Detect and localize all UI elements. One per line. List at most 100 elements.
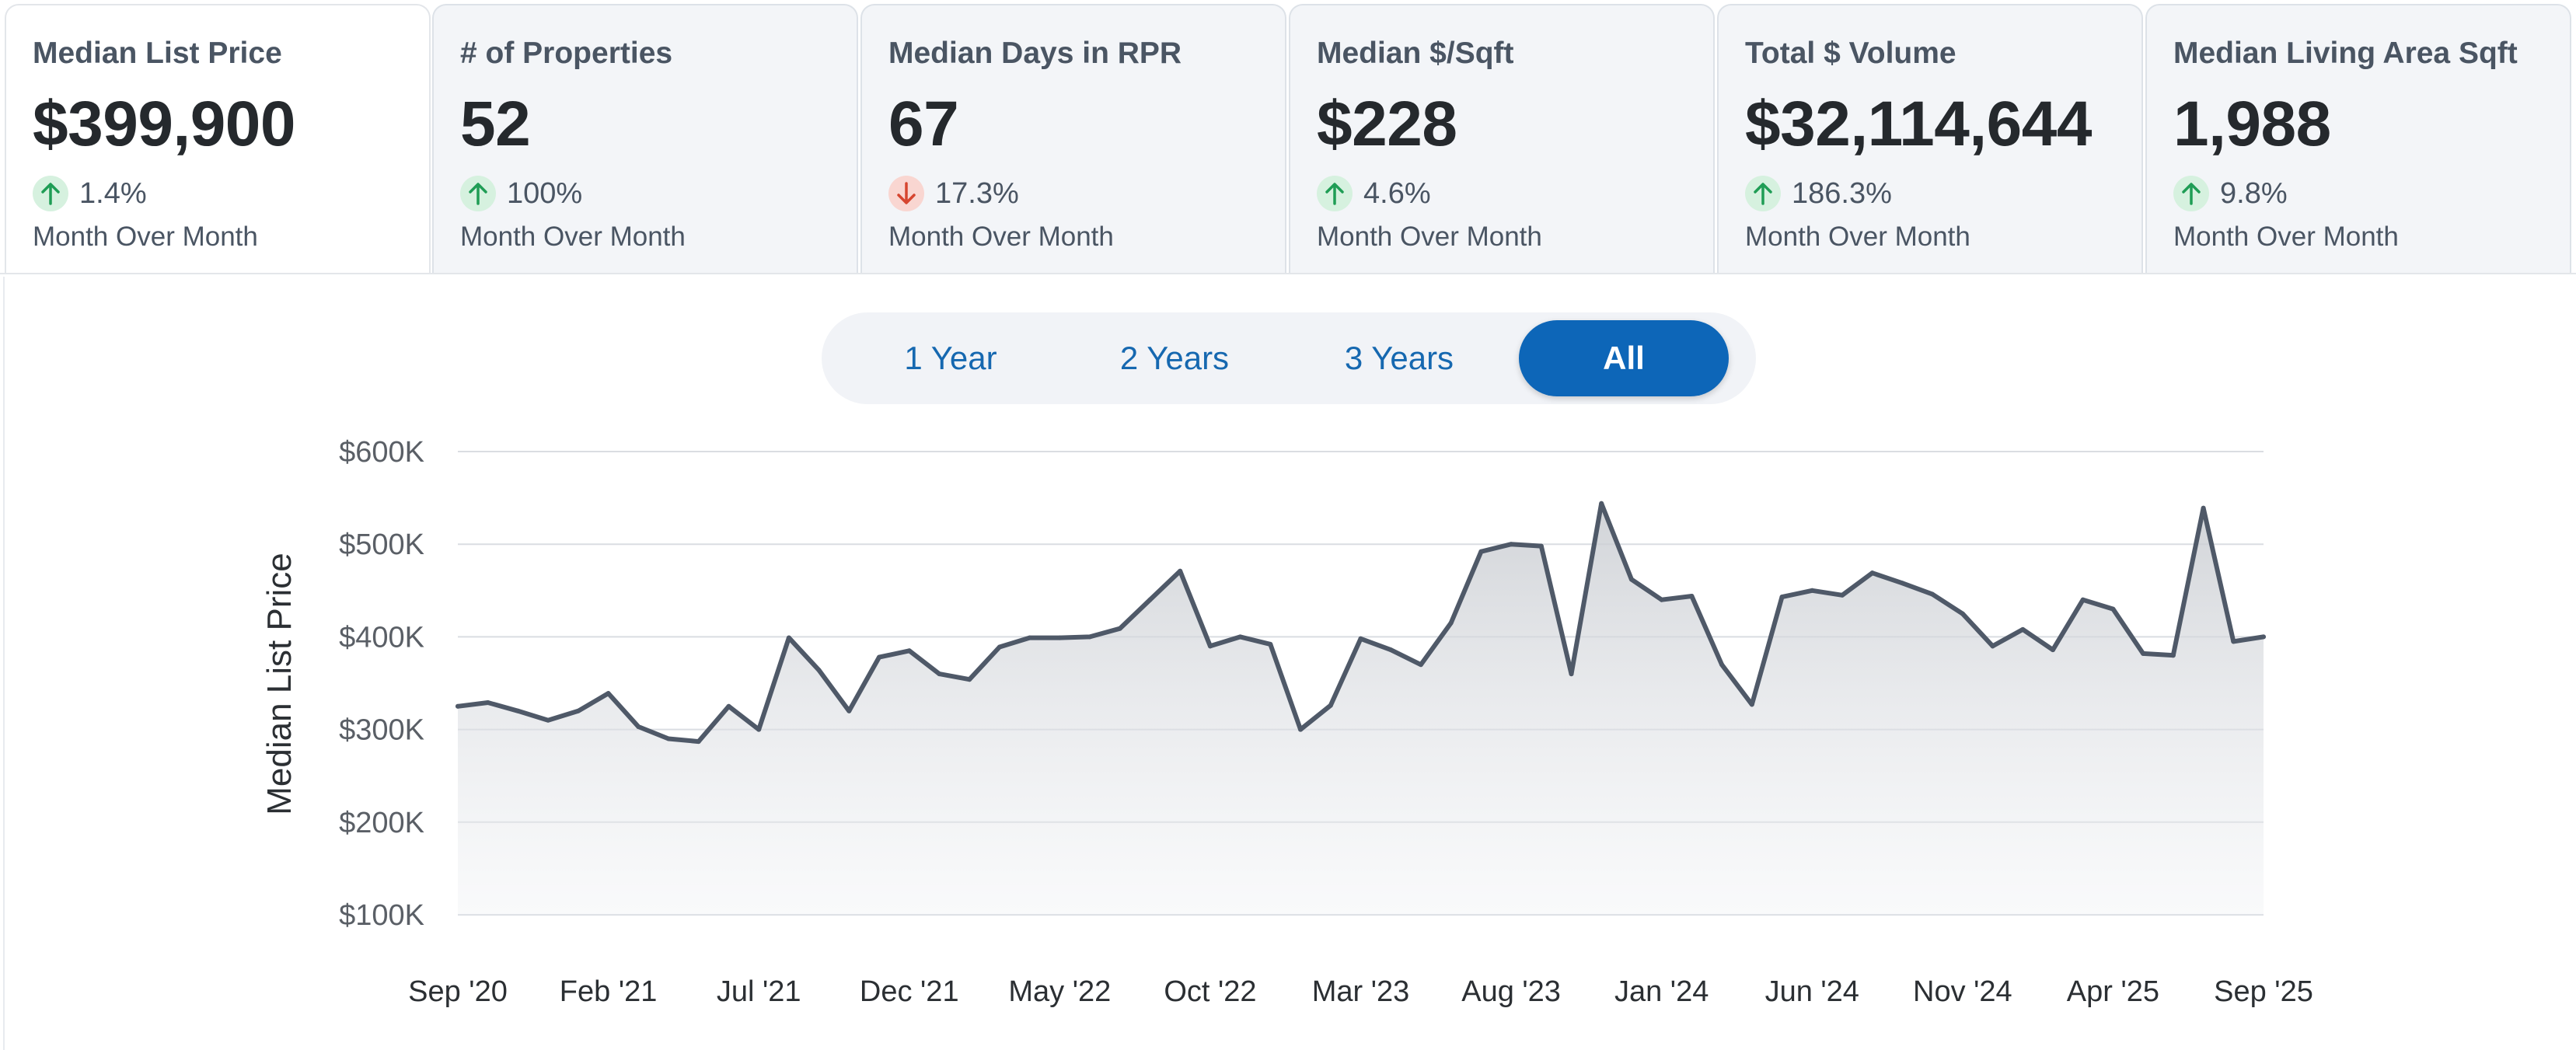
data-point bbox=[816, 668, 822, 673]
data-point bbox=[696, 739, 701, 745]
series-area bbox=[458, 503, 2264, 915]
x-tick-label: Sep '25 bbox=[2214, 975, 2313, 1008]
x-tick-label: Jun '24 bbox=[1765, 975, 1859, 1008]
data-point bbox=[1057, 635, 1063, 640]
metric-change-percent: 1.4% bbox=[79, 176, 147, 210]
data-point bbox=[1538, 543, 1544, 549]
y-axis-ticks: $100K $200K $300K $400K $500K $600K bbox=[339, 436, 424, 932]
x-tick-label: Mar '23 bbox=[1312, 975, 1410, 1008]
range-option-3-years[interactable]: 3 Years bbox=[1344, 340, 1454, 376]
metric-label: Median $/Sqft bbox=[1317, 37, 1514, 70]
metric-change-percent: 17.3% bbox=[935, 176, 1019, 210]
metric-period: Month Over Month bbox=[2173, 222, 2399, 252]
x-tick-label: Aug '23 bbox=[1461, 975, 1561, 1008]
tab-median-living-area[interactable]: Median Living Area Sqft 1,988 9.8% Month Ov… bbox=[2145, 4, 2571, 273]
metric-change: 17.3% bbox=[888, 173, 1019, 214]
data-point bbox=[636, 724, 641, 730]
metric-value: $228 bbox=[1317, 89, 1457, 159]
metric-label: Median Days in RPR bbox=[888, 37, 1182, 70]
x-axis-ticks: Sep '20 Feb '21 Jul '21 Dec '21 May '22 Oct '… bbox=[408, 975, 2313, 1008]
data-point bbox=[1117, 626, 1122, 631]
data-point bbox=[1448, 620, 1454, 626]
range-option-all[interactable]: All bbox=[1519, 320, 1729, 396]
data-point bbox=[1810, 588, 1815, 593]
data-point bbox=[2080, 597, 2086, 602]
median-list-price-chart: $100K $200K $300K $400K $500K $600K Sep '20 Fe… bbox=[260, 436, 2313, 1008]
arrow-up-icon bbox=[1317, 176, 1353, 211]
data-point bbox=[1207, 644, 1213, 649]
data-point bbox=[1237, 634, 1243, 640]
data-point bbox=[1569, 672, 1574, 677]
arrow-up-icon bbox=[460, 176, 496, 211]
data-point bbox=[1839, 592, 1845, 598]
data-point bbox=[1358, 636, 1363, 641]
data-point bbox=[1509, 542, 1514, 547]
x-tick-label: Oct '22 bbox=[1164, 975, 1256, 1008]
data-point bbox=[756, 727, 762, 732]
data-point bbox=[1147, 597, 1153, 602]
y-tick-label: $400K bbox=[339, 621, 424, 654]
x-tick-label: Feb '21 bbox=[560, 975, 658, 1008]
x-tick-label: Apr '25 bbox=[2067, 975, 2159, 1008]
metric-change: 186.3% bbox=[1745, 173, 1892, 214]
metric-change: 9.8% bbox=[2173, 173, 2288, 214]
metric-period: Month Over Month bbox=[1317, 222, 1542, 252]
data-point bbox=[2231, 639, 2236, 644]
metric-label: Median List Price bbox=[33, 37, 282, 70]
data-point bbox=[2020, 626, 2026, 632]
metric-value: 52 bbox=[460, 89, 531, 159]
x-tick-label: Sep '20 bbox=[408, 975, 508, 1008]
y-tick-label: $500K bbox=[339, 528, 424, 561]
metric-change: 4.6% bbox=[1317, 173, 1431, 214]
metric-change-percent: 9.8% bbox=[2220, 176, 2288, 210]
data-point bbox=[1990, 644, 1995, 649]
data-point bbox=[1418, 662, 1423, 668]
data-point bbox=[2201, 505, 2206, 511]
data-point bbox=[967, 677, 972, 682]
x-tick-label: May '22 bbox=[1008, 975, 1111, 1008]
y-tick-label: $100K bbox=[339, 899, 424, 932]
arrow-down-icon bbox=[888, 176, 924, 211]
data-point bbox=[2050, 647, 2055, 653]
y-tick-label: $200K bbox=[339, 807, 424, 839]
data-point bbox=[2110, 606, 2116, 612]
data-point bbox=[1719, 662, 1725, 668]
data-point bbox=[1328, 703, 1333, 708]
data-point bbox=[1478, 549, 1484, 554]
series-points bbox=[456, 501, 2266, 745]
range-option-1-year[interactable]: 1 Year bbox=[904, 340, 997, 376]
metric-value: $399,900 bbox=[33, 89, 296, 159]
metric-label: # of Properties bbox=[460, 37, 673, 70]
y-tick-label: $300K bbox=[339, 714, 424, 747]
metric-period: Month Over Month bbox=[1745, 222, 1970, 252]
metric-label: Median Living Area Sqft bbox=[2173, 37, 2518, 70]
tab-median-price-per-sqft[interactable]: Median $/Sqft $228 4.6% Month Over Month bbox=[1289, 4, 1715, 273]
tab-total-volume[interactable]: Total $ Volume $32,114,644 186.3% Month Ove… bbox=[1717, 4, 2143, 273]
data-point bbox=[1298, 727, 1304, 732]
metric-value: $32,114,644 bbox=[1745, 89, 2092, 159]
data-point bbox=[1628, 577, 1634, 582]
tab-median-days-in-rpr[interactable]: Median Days in RPR 67 17.3% Month Over Mont… bbox=[860, 4, 1286, 273]
data-point bbox=[606, 691, 611, 696]
data-point bbox=[1178, 568, 1183, 574]
metric-label: Total $ Volume bbox=[1745, 37, 1956, 70]
metric-period: Month Over Month bbox=[33, 222, 258, 252]
data-point bbox=[1388, 647, 1394, 653]
data-point bbox=[1027, 635, 1032, 640]
metric-change-percent: 4.6% bbox=[1363, 176, 1431, 210]
data-point bbox=[2141, 651, 2146, 656]
data-point bbox=[906, 648, 912, 654]
data-point bbox=[1779, 595, 1785, 600]
tab-properties-count[interactable]: # of Properties 52 100% Month Over Month bbox=[432, 4, 858, 273]
data-point bbox=[666, 736, 672, 741]
arrow-up-icon bbox=[33, 176, 68, 211]
data-point bbox=[1900, 581, 1905, 586]
range-option-2-years[interactable]: 2 Years bbox=[1119, 340, 1230, 376]
metric-change: 1.4% bbox=[33, 173, 147, 214]
y-axis-label: Median List Price bbox=[260, 553, 298, 815]
data-point bbox=[1659, 597, 1664, 602]
x-tick-label: Jan '24 bbox=[1614, 975, 1709, 1008]
data-point bbox=[1268, 641, 1273, 647]
tab-median-list-price[interactable]: Median List Price $399,900 1.4% Month Over … bbox=[5, 4, 431, 273]
metric-tabs: Median List Price $399,900 1.4% Month Over … bbox=[0, 0, 2576, 277]
